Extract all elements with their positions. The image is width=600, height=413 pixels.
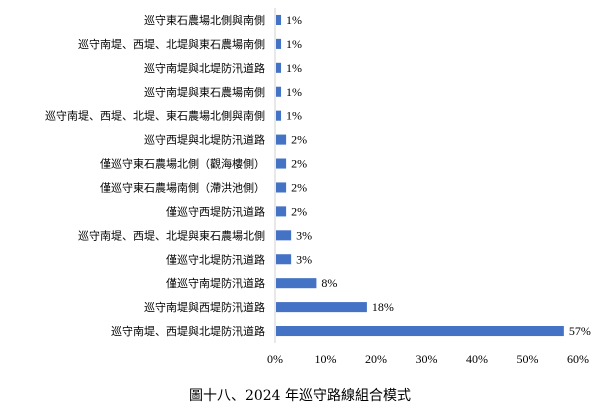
x-tick-labels: 0% 10% 20% 30% 40% 50% 60% bbox=[267, 352, 589, 366]
data-label: 1% bbox=[286, 37, 302, 51]
data-label: 8% bbox=[321, 276, 337, 290]
category-labels: 巡守東石農場北側與南側巡守南堤、西堤、北堤與東石農場南側巡守南堤與北堤防汛道路巡… bbox=[45, 13, 265, 338]
bar bbox=[276, 230, 292, 241]
bar bbox=[276, 86, 282, 97]
data-label: 2% bbox=[291, 204, 307, 218]
data-label: 2% bbox=[291, 157, 307, 171]
bar bbox=[276, 62, 282, 73]
category-label: 僅巡守南堤防汛道路 bbox=[166, 276, 265, 290]
category-label: 僅巡守東石農場北側（觀海樓側） bbox=[100, 157, 265, 171]
bar bbox=[276, 206, 287, 217]
category-label: 巡守南堤、西堤、北堤、東石農場北側與南側 bbox=[45, 109, 265, 123]
category-label: 巡守南堤與北堤防汛道路 bbox=[144, 61, 265, 75]
data-label: 1% bbox=[286, 109, 302, 123]
category-label: 巡守南堤、西堤、北堤與東石農場北側 bbox=[78, 228, 265, 242]
data-label: 3% bbox=[296, 228, 312, 242]
x-tick-label: 10% bbox=[315, 352, 337, 366]
x-tick-label: 20% bbox=[365, 352, 387, 366]
bar bbox=[276, 14, 282, 25]
category-label: 巡守西堤與北堤防汛道路 bbox=[144, 133, 265, 147]
data-label: 3% bbox=[296, 252, 312, 266]
bar-chart: 巡守東石農場北側與南側巡守南堤、西堤、北堤與東石農場南側巡守南堤與北堤防汛道路巡… bbox=[45, 8, 591, 366]
category-label: 巡守南堤、西堤、北堤與東石農場南側 bbox=[78, 37, 265, 51]
data-label: 57% bbox=[569, 324, 591, 338]
category-label: 巡守南堤與西堤防汛道路 bbox=[144, 300, 265, 314]
x-tick-label: 60% bbox=[567, 352, 589, 366]
x-tick-label: 40% bbox=[466, 352, 488, 366]
data-label: 2% bbox=[291, 180, 307, 194]
bar bbox=[276, 278, 317, 289]
bar bbox=[276, 254, 292, 265]
category-label: 僅巡守東石農場南側（滯洪池側） bbox=[100, 180, 265, 194]
data-label: 2% bbox=[291, 133, 307, 147]
category-label: 巡守南堤與東石農場南側 bbox=[144, 85, 265, 99]
bar bbox=[276, 110, 282, 121]
category-label: 僅巡守西堤防汛道路 bbox=[166, 204, 265, 218]
data-label: 1% bbox=[286, 13, 302, 27]
bars bbox=[276, 14, 564, 337]
x-tick-label: 0% bbox=[267, 352, 283, 366]
data-labels: 1% 1% 1% 1% 1% 2% 2% 2% 2% 3% 3% 8% 18% 57% bbox=[286, 13, 591, 338]
data-label: 18% bbox=[372, 300, 394, 314]
bar bbox=[276, 158, 287, 169]
category-label: 巡守南堤、西堤與北堤防汛道路 bbox=[111, 324, 265, 338]
bar bbox=[276, 182, 287, 193]
bar bbox=[276, 326, 564, 337]
category-label: 巡守東石農場北側與南側 bbox=[144, 13, 265, 27]
x-tick-label: 30% bbox=[416, 352, 438, 366]
bar bbox=[276, 134, 287, 145]
data-label: 1% bbox=[286, 85, 302, 99]
data-label: 1% bbox=[286, 61, 302, 75]
chart-title: 圖十八、2024 年巡守路線組合模式 bbox=[188, 388, 412, 404]
category-label: 僅巡守北堤防汛道路 bbox=[166, 252, 265, 266]
bar bbox=[276, 38, 282, 49]
x-tick-label: 50% bbox=[517, 352, 539, 366]
bar bbox=[276, 302, 367, 313]
